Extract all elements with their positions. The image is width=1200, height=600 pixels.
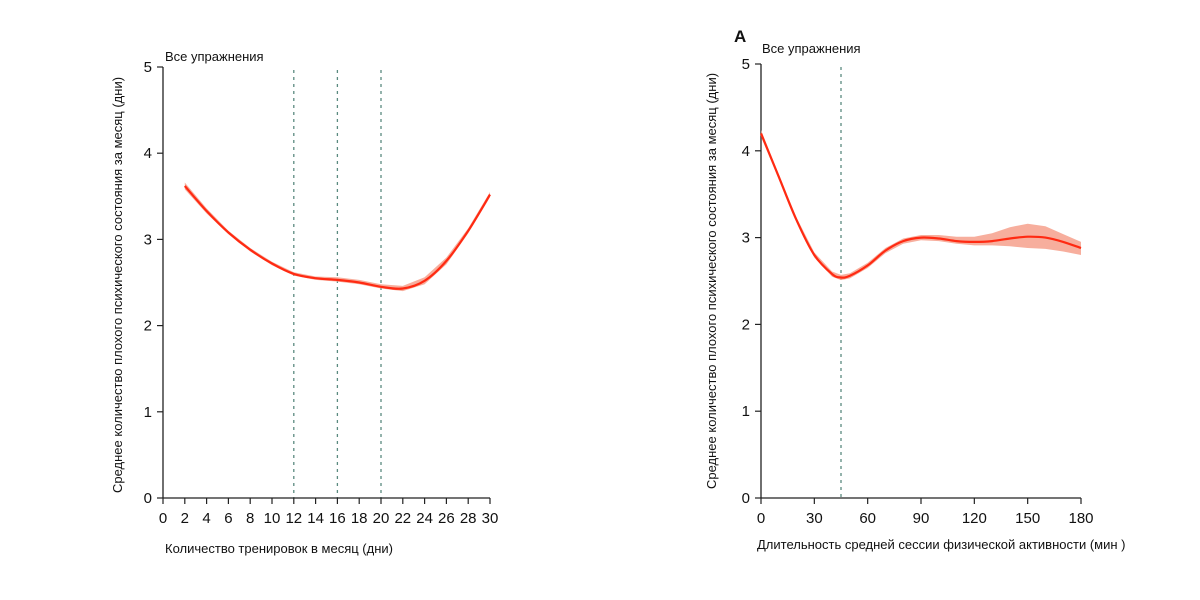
series-line <box>183 185 491 290</box>
x-tick-label: 12 <box>285 510 302 527</box>
y-tick-label: 0 <box>144 490 152 507</box>
x-tick-label: 6 <box>224 510 232 527</box>
x-tick-label: 24 <box>416 510 433 527</box>
y-tick-label: 2 <box>144 318 152 335</box>
chart-panel-training-days: Все упражнения Среднее количество плохог… <box>110 49 498 556</box>
x-tick-label: 28 <box>460 510 477 527</box>
chart-panel-session-duration: A Все упражнения Среднее количество плох… <box>704 27 1125 552</box>
x-tick-label: 0 <box>159 510 167 527</box>
x-tick-label: 22 <box>394 510 411 527</box>
x-tick-label: 4 <box>202 510 210 527</box>
y-tick-label: 2 <box>742 316 750 333</box>
y-tick-label: 3 <box>742 230 750 247</box>
x-tick-label: 14 <box>307 510 324 527</box>
y-tick-label: 4 <box>742 143 750 160</box>
x-tick-label: 18 <box>351 510 368 527</box>
x-tick-label: 26 <box>438 510 455 527</box>
x-tick-label: 16 <box>329 510 346 527</box>
y-tick-label: 5 <box>742 56 750 73</box>
x-tick-label: 150 <box>1015 510 1040 527</box>
x-tick-label: 20 <box>373 510 390 527</box>
x-tick-label: 60 <box>859 510 876 527</box>
x-tick-label: 0 <box>757 510 765 527</box>
x-tick-label: 10 <box>264 510 281 527</box>
y-tick-label: 3 <box>144 231 152 248</box>
y-tick-label: 1 <box>144 404 152 421</box>
panel-letter: A <box>734 27 746 46</box>
y-tick-label: 0 <box>742 490 750 507</box>
y-axis-label: Среднее количество плохого психического … <box>110 77 125 493</box>
y-axis-label: Среднее количество плохого психического … <box>704 73 719 489</box>
x-tick-label: 30 <box>806 510 823 527</box>
confidence-band <box>761 130 1081 281</box>
x-tick-label: 120 <box>962 510 987 527</box>
y-tick-label: 5 <box>144 59 152 76</box>
chart-title: Все упражнения <box>165 49 264 64</box>
x-tick-label: 30 <box>482 510 499 527</box>
x-tick-label: 90 <box>913 510 930 527</box>
x-axis-label: Количество тренировок в месяц (дни) <box>165 541 393 556</box>
series-line <box>759 132 1082 279</box>
y-tick-label: 1 <box>742 403 750 420</box>
x-tick-label: 2 <box>181 510 189 527</box>
chart-title: Все упражнения <box>762 41 861 56</box>
x-tick-label: 180 <box>1068 510 1093 527</box>
x-tick-label: 8 <box>246 510 254 527</box>
x-axis-label: Длительность средней сессии физической а… <box>757 537 1125 552</box>
y-tick-label: 4 <box>144 145 152 162</box>
